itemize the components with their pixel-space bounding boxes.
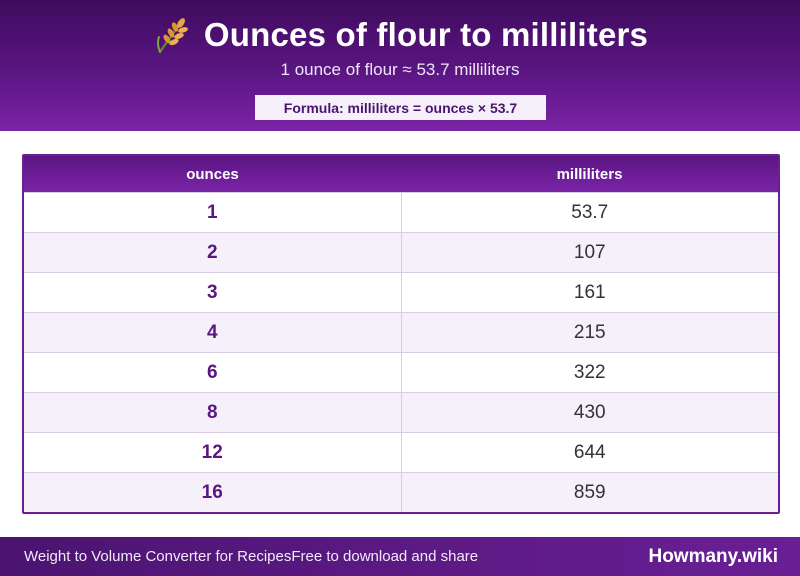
title-row: Ounces of flour to milliliters bbox=[0, 14, 800, 56]
column-header-ounces: ounces bbox=[24, 156, 401, 193]
milliliters-cell: 215 bbox=[401, 312, 778, 353]
footer-tagline: Weight to Volume Converter for RecipesFr… bbox=[24, 548, 479, 565]
header-banner: Ounces of flour to milliliters 1 ounce o… bbox=[0, 0, 800, 131]
table-row: 2 107 bbox=[24, 232, 778, 273]
ounces-cell: 8 bbox=[24, 392, 402, 433]
milliliters-cell: 430 bbox=[401, 392, 778, 433]
milliliters-cell: 53.7 bbox=[401, 192, 778, 233]
table-row: 3 161 bbox=[24, 272, 778, 313]
ounces-cell: 2 bbox=[24, 232, 402, 273]
table-header-row: ounces milliliters bbox=[24, 156, 778, 193]
page-title: Ounces of flour to milliliters bbox=[203, 16, 649, 53]
milliliters-cell: 107 bbox=[401, 232, 778, 273]
table-row: 1 53.7 bbox=[24, 192, 778, 233]
ounces-cell: 3 bbox=[24, 272, 402, 313]
ounces-cell: 1 bbox=[24, 192, 402, 233]
milliliters-cell: 322 bbox=[401, 352, 778, 393]
ounces-cell: 12 bbox=[24, 432, 402, 473]
page-subtitle: 1 ounce of flour ≈ 53.7 milliliters bbox=[280, 60, 520, 79]
footer-brand[interactable]: Howmany.wiki bbox=[648, 545, 778, 567]
footer-bar: Weight to Volume Converter for RecipesFr… bbox=[0, 537, 800, 576]
ounces-cell: 6 bbox=[24, 352, 402, 393]
formula-box: Formula: milliliters = ounces × 53.7 bbox=[255, 95, 546, 120]
ounces-cell: 16 bbox=[24, 472, 402, 512]
table-row: 6 322 bbox=[24, 352, 778, 393]
table-row: 4 215 bbox=[24, 312, 778, 353]
conversion-table: ounces milliliters 1 53.7 2 107 3 161 4 … bbox=[22, 154, 780, 514]
table-row: 16 859 bbox=[24, 472, 778, 512]
table-row: 12 644 bbox=[24, 432, 778, 473]
column-header-milliliters: milliliters bbox=[401, 156, 778, 193]
milliliters-cell: 161 bbox=[401, 272, 778, 313]
table-row: 8 430 bbox=[24, 392, 778, 433]
milliliters-cell: 644 bbox=[401, 432, 778, 473]
milliliters-cell: 859 bbox=[401, 472, 778, 512]
ounces-cell: 4 bbox=[24, 312, 402, 353]
wheat-icon bbox=[156, 18, 188, 54]
